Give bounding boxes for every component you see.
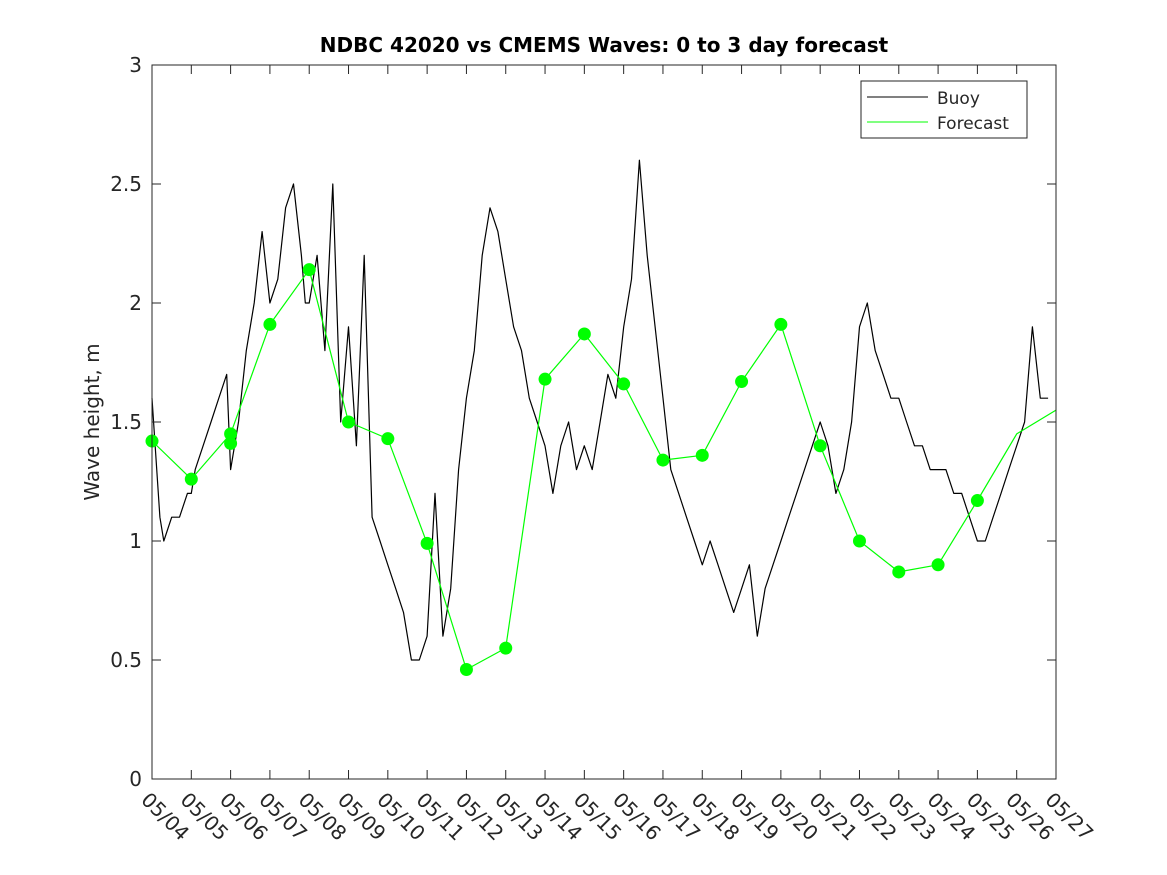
series-layer <box>151 159 1057 671</box>
forecast-start-marker <box>263 317 277 331</box>
y-tick-label: 1.5 <box>110 410 142 434</box>
y-axis-label: Wave height, m <box>80 343 104 500</box>
forecast-start-marker <box>931 558 945 572</box>
forecast-start-marker <box>459 663 473 677</box>
legend: Buoy Forecast <box>860 80 1028 139</box>
forecast-start-marker <box>970 494 984 508</box>
forecast-start-marker <box>224 436 238 450</box>
forecast-start-marker <box>302 263 316 277</box>
forecast-start-marker <box>735 375 749 389</box>
y-tick-label: 1 <box>129 529 142 553</box>
y-tick-label: 3 <box>129 53 142 77</box>
forecast-start-marker <box>342 415 356 429</box>
y-tick-label: 0.5 <box>110 648 142 672</box>
forecast-start-marker <box>538 372 552 386</box>
forecast-start-marker <box>852 534 866 548</box>
legend-buoy-label: Buoy <box>937 89 980 109</box>
forecast-start-marker <box>656 453 670 467</box>
forecast-start-marker <box>617 377 631 391</box>
forecast-start-marker <box>224 427 238 441</box>
y-tick-label: 2.5 <box>110 172 142 196</box>
legend-box <box>860 80 1028 139</box>
forecast-start-marker <box>499 641 513 655</box>
forecast-start-marker <box>892 565 906 579</box>
legend-forecast-label: Forecast <box>937 114 1009 134</box>
series-line-forecast <box>151 269 1057 671</box>
forecast-start-marker <box>577 327 591 341</box>
forecast-start-marker <box>184 472 198 486</box>
y-tick-label: 2 <box>129 291 142 315</box>
series-line-buoy <box>151 159 1049 661</box>
forecast-start-marker <box>381 432 395 446</box>
forecast-start-marker <box>813 439 827 453</box>
forecast-start-marker <box>420 536 434 550</box>
chart-title: NDBC 42020 vs CMEMS Waves: 0 to 3 day fo… <box>320 33 889 57</box>
forecast-start-marker <box>695 448 709 462</box>
forecast-start-marker <box>774 317 788 331</box>
y-tick-label: 0 <box>129 767 142 791</box>
plot-area <box>152 65 1056 779</box>
